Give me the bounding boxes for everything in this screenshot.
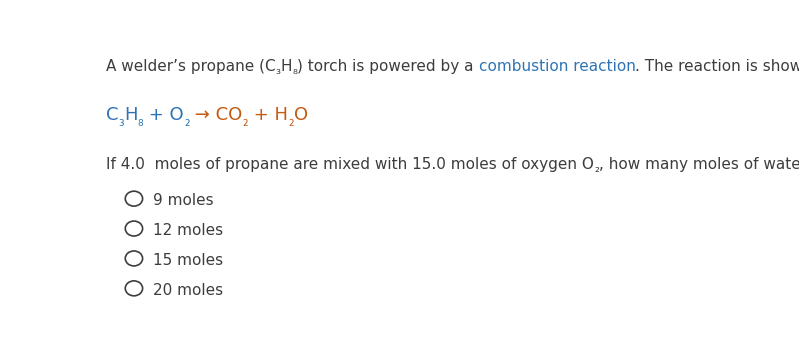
- Text: . The reaction is shown below:: . The reaction is shown below:: [635, 59, 799, 74]
- Text: → CO: → CO: [189, 106, 243, 124]
- Text: 15 moles: 15 moles: [153, 253, 223, 268]
- Text: ₂: ₂: [288, 115, 294, 129]
- Text: ₃: ₃: [118, 115, 124, 129]
- Text: ₂: ₂: [594, 162, 599, 175]
- Text: If 4.0  moles of propane are mixed with 15.0 moles of oxygen O: If 4.0 moles of propane are mixed with 1…: [106, 157, 594, 172]
- Text: ₃: ₃: [276, 65, 280, 77]
- Text: 12 moles: 12 moles: [153, 223, 223, 238]
- Text: O: O: [294, 106, 308, 124]
- Text: 20 moles: 20 moles: [153, 283, 223, 298]
- Text: A welder’s propane (C: A welder’s propane (C: [106, 59, 276, 74]
- Text: ₈: ₈: [137, 115, 143, 129]
- Text: ₂: ₂: [184, 115, 189, 129]
- Text: combustion reaction: combustion reaction: [479, 59, 635, 74]
- Text: 9 moles: 9 moles: [153, 193, 213, 208]
- Text: + O: + O: [143, 106, 184, 124]
- Text: ₈: ₈: [292, 65, 297, 77]
- Text: ) torch is powered by a: ) torch is powered by a: [297, 59, 479, 74]
- Text: H: H: [280, 59, 292, 74]
- Text: C: C: [106, 106, 118, 124]
- Text: , how many moles of water H: , how many moles of water H: [599, 157, 799, 172]
- Text: ₂: ₂: [243, 115, 248, 129]
- Text: H: H: [124, 106, 137, 124]
- Text: + H: + H: [248, 106, 288, 124]
